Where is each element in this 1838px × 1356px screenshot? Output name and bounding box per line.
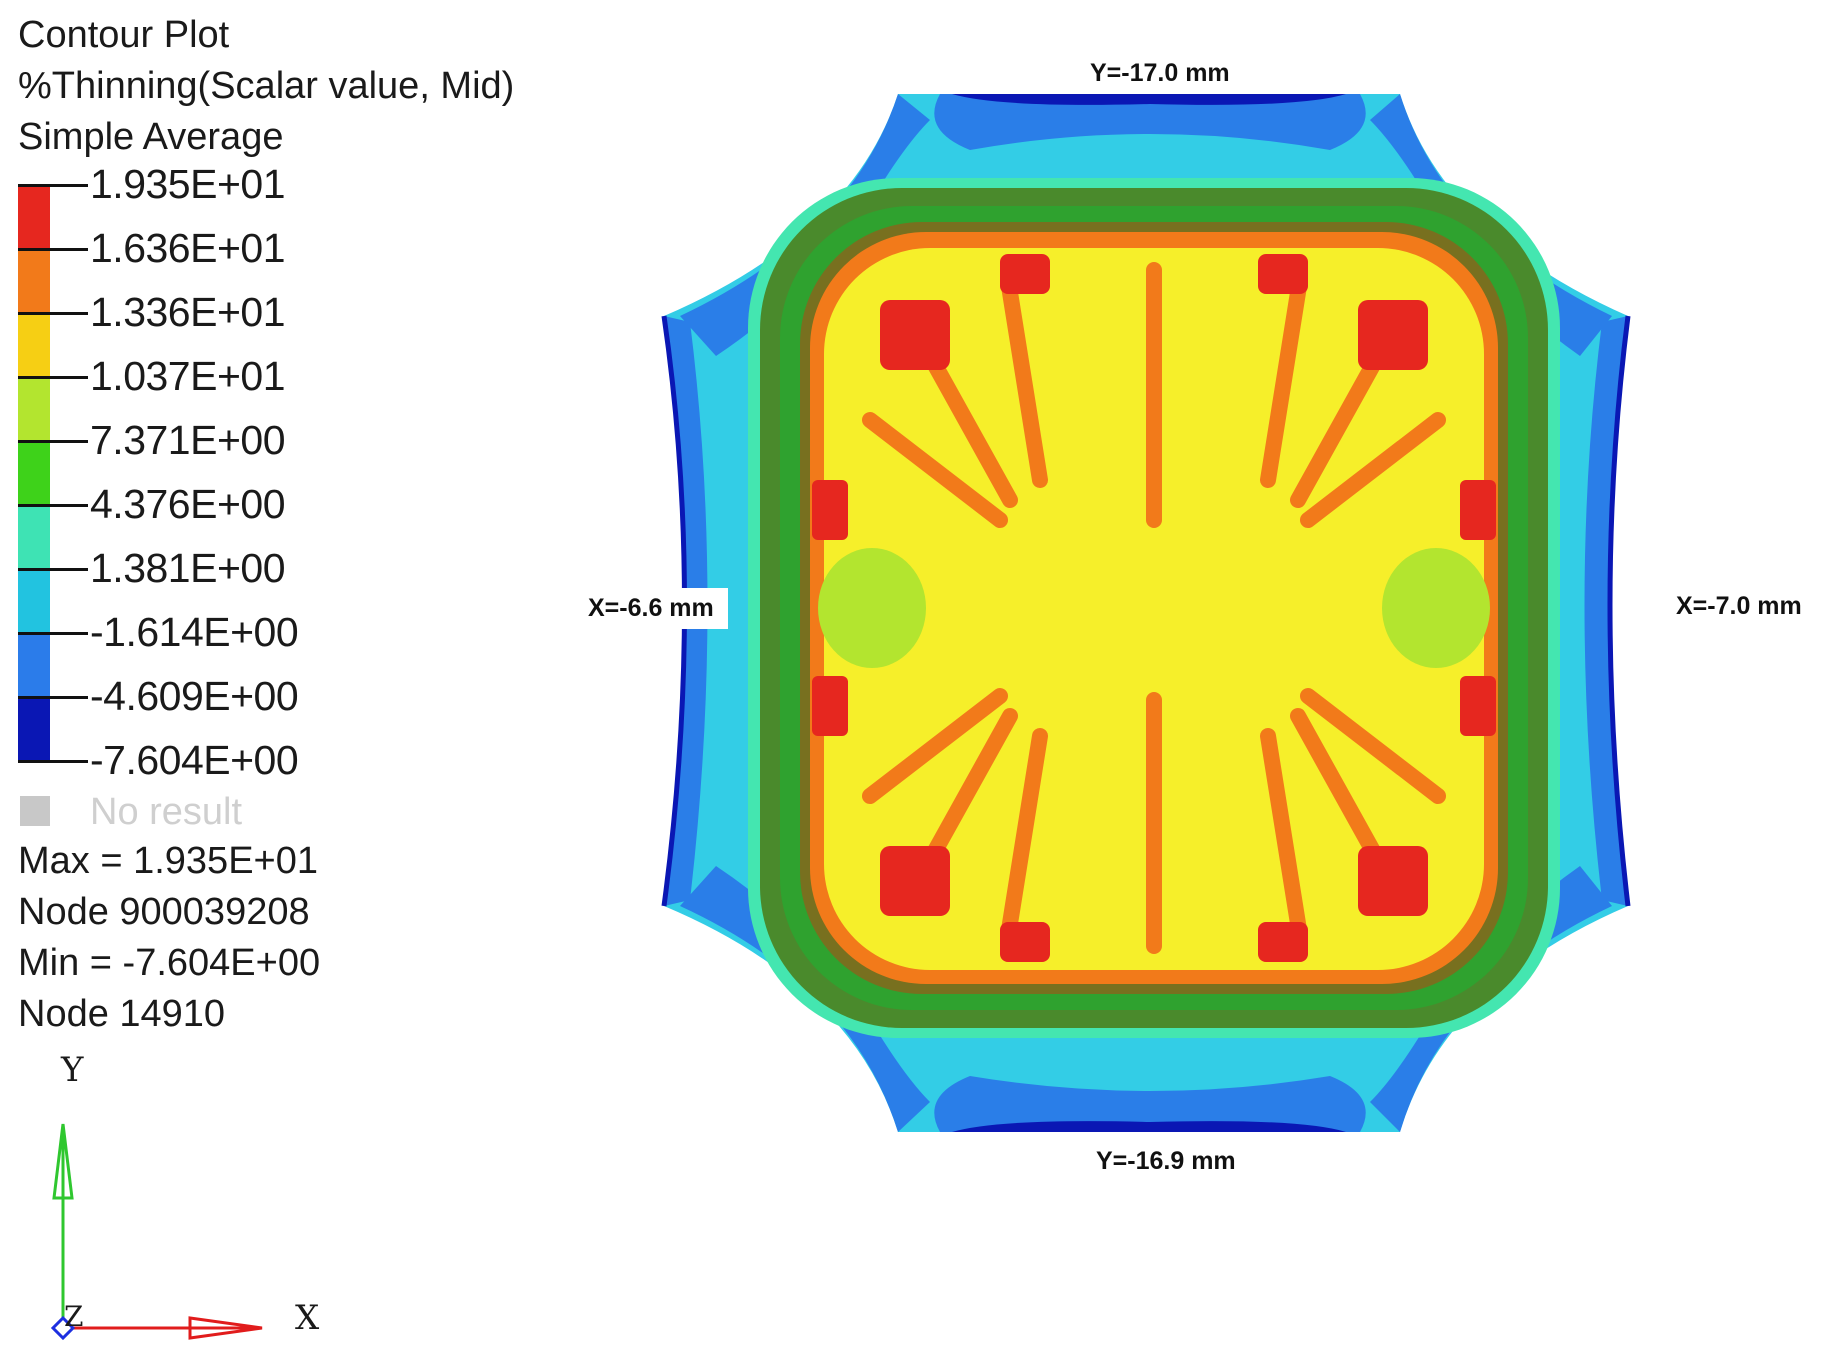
scale-tick-label: 1.381E+00	[90, 545, 286, 591]
scale-tick-label: 4.376E+00	[90, 481, 286, 527]
scale-tick-label: 1.037E+01	[90, 353, 286, 399]
legend-title: Contour Plot	[18, 14, 230, 56]
legend-result-type: %Thinning(Scalar value, Mid)	[18, 65, 515, 107]
scale-tick-label: 7.371E+00	[90, 417, 286, 463]
min-value: Min = -7.604E+00	[18, 942, 321, 984]
scale-band	[18, 504, 50, 568]
no-result-label: No result	[90, 791, 243, 833]
scale-tick	[18, 248, 88, 251]
scale-band	[18, 440, 50, 504]
scale-tick	[18, 440, 88, 443]
scale-band	[18, 312, 50, 376]
thinning-contour-graphic	[661, 94, 1631, 1132]
scale-band	[18, 376, 50, 440]
no-result-swatch	[20, 796, 50, 826]
scale-tick-label: 1.336E+01	[90, 289, 286, 335]
scale-tick	[18, 760, 88, 763]
scale-tick-label: 1.636E+01	[90, 225, 286, 271]
contour-plot	[640, 50, 1838, 1180]
scale-tick-label: 1.935E+01	[90, 161, 286, 207]
stats: Max = 1.935E+01 Node 900039208 Min = -7.…	[18, 836, 320, 1040]
triad-z-label: Z	[64, 1300, 84, 1333]
scale-band	[18, 184, 50, 248]
scale-tick	[18, 568, 88, 571]
dimension-left: X=-6.6 mm	[580, 588, 728, 629]
dimension-top: Y=-17.0 mm	[1090, 59, 1230, 87]
scale-tick-label: -7.604E+00	[90, 737, 299, 783]
axis-triad: Y X Z	[30, 1050, 350, 1350]
scale-tick	[18, 376, 88, 379]
max-node: Node 900039208	[18, 891, 310, 933]
scale-tick-label: -4.609E+00	[90, 673, 299, 719]
scale-tick	[18, 504, 88, 507]
color-scale: 1.935E+01 1.636E+01 1.336E+01 1.037E+01 …	[18, 162, 518, 784]
legend-averaging: Simple Average	[18, 116, 284, 158]
scale-tick	[18, 312, 88, 315]
max-value: Max = 1.935E+01	[18, 840, 318, 882]
scale-band	[18, 248, 50, 312]
triad-y-label: Y	[61, 1050, 84, 1090]
min-node: Node 14910	[18, 993, 226, 1035]
triad-x-label: X	[295, 1298, 320, 1338]
triad-arrows-icon	[50, 1123, 263, 1341]
dimension-bottom: Y=-16.9 mm	[1096, 1147, 1236, 1175]
legend-header: Contour Plot %Thinning(Scalar value, Mid…	[18, 10, 514, 163]
scale-tick-label: -1.614E+00	[90, 609, 299, 655]
scale-band	[18, 632, 50, 696]
scale-tick	[18, 184, 88, 187]
scale-band	[18, 696, 50, 760]
dimension-right: X=-7.0 mm	[1676, 592, 1802, 620]
scale-tick	[18, 696, 88, 699]
scale-band	[18, 568, 50, 632]
scale-tick	[18, 632, 88, 635]
